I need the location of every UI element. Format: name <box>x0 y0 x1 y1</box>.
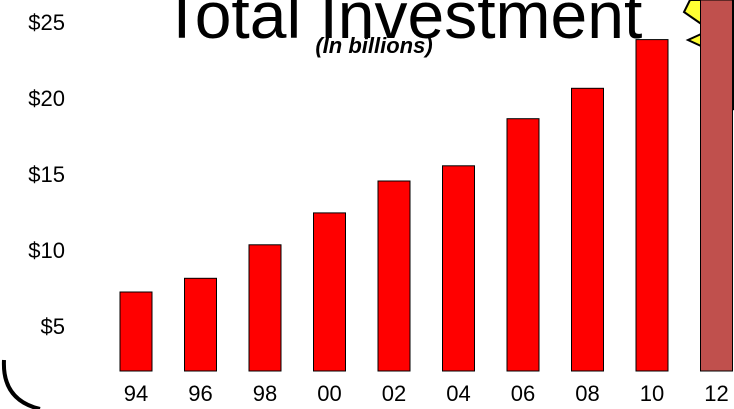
y-tick-label: $25 <box>28 10 65 35</box>
chart-subtitle: (In billions) <box>315 33 432 58</box>
bar-08 <box>571 87 604 372</box>
y-tick-label: $5 <box>41 314 65 339</box>
y-tick-label: $15 <box>28 162 65 187</box>
y-tick-label: $10 <box>28 238 65 263</box>
bar-96 <box>184 277 217 372</box>
x-tick-label: 98 <box>253 381 277 406</box>
x-tick-label: 06 <box>511 381 535 406</box>
bar-00 <box>313 212 346 372</box>
y-axis-ticks: $5 $10 $15 $20 $25 <box>28 10 65 339</box>
bar-04 <box>442 165 475 372</box>
bar-12 <box>700 0 733 372</box>
bar-10 <box>635 39 669 372</box>
x-tick-label: 00 <box>317 381 341 406</box>
chart-title: Total Investment <box>162 0 643 52</box>
frame-corner <box>1 359 41 409</box>
x-tick-label: 10 <box>640 381 664 406</box>
x-tick-label: 04 <box>446 381 470 406</box>
bar-06 <box>506 118 540 372</box>
x-tick-label: 96 <box>188 381 212 406</box>
y-tick-label: $20 <box>28 86 65 111</box>
bar-02 <box>377 180 411 372</box>
x-tick-label: 94 <box>124 381 148 406</box>
x-tick-label: 12 <box>704 381 728 406</box>
x-tick-label: 02 <box>382 381 406 406</box>
x-axis-ticks: 94 96 98 00 02 04 06 08 10 12 <box>124 381 729 406</box>
bar-98 <box>248 244 282 372</box>
x-tick-label: 08 <box>575 381 599 406</box>
bars-group <box>119 0 733 372</box>
bar-94 <box>119 291 153 372</box>
